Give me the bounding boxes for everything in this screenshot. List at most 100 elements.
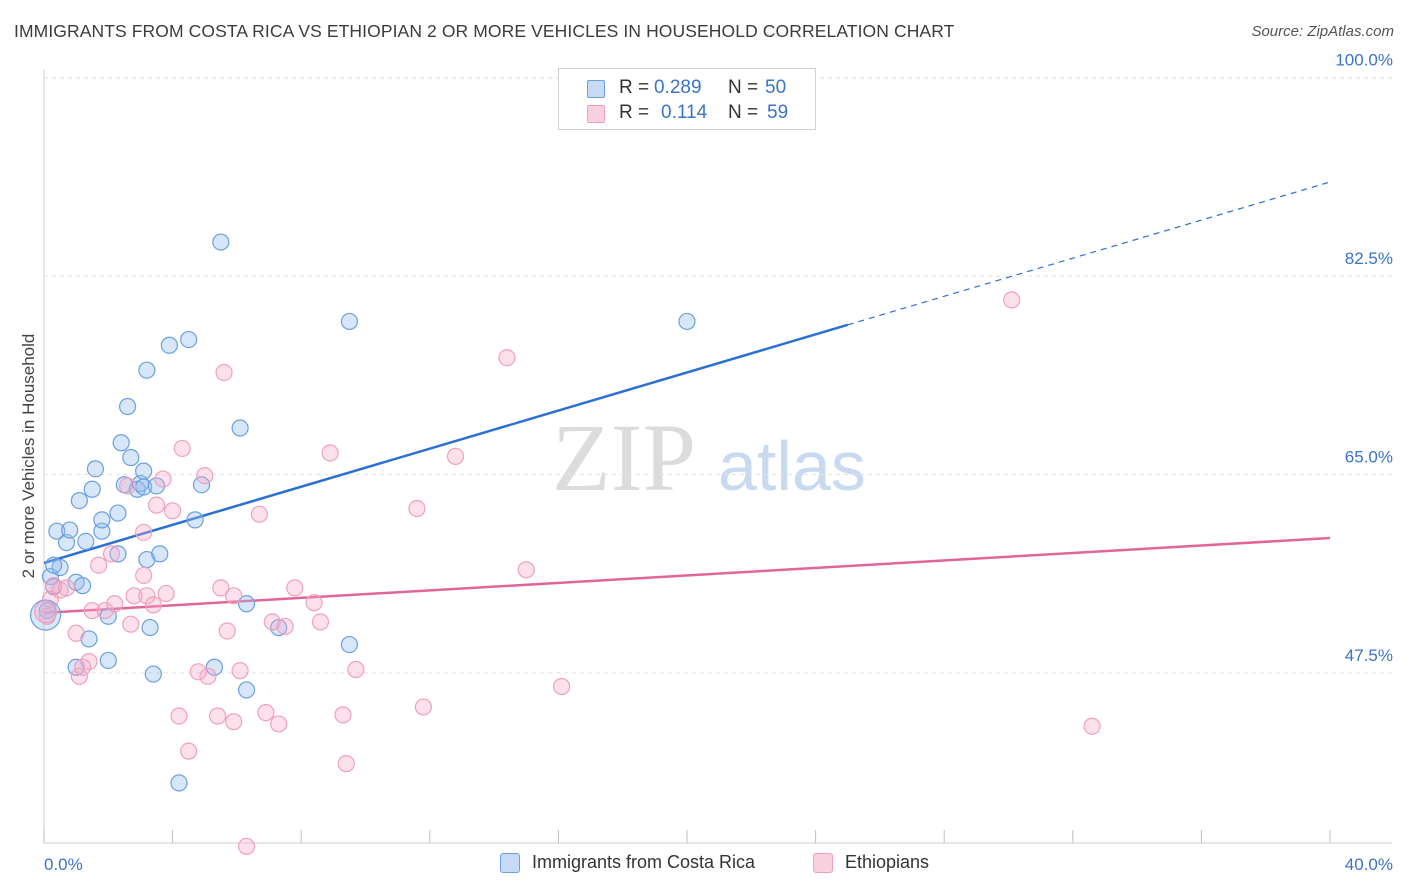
point-ethiopians [498, 349, 516, 367]
point-ethiopians [263, 613, 281, 631]
point-costa-rica [138, 361, 156, 379]
point-ethiopians [321, 444, 339, 462]
point-costa-rica [151, 545, 169, 563]
legend-n-value: 50 [765, 77, 787, 98]
point-costa-rica [160, 336, 178, 354]
bottom-legend-swatch-ethiopians [813, 853, 833, 873]
y-axis-label: 2 or more Vehicles in Household [19, 334, 38, 579]
point-ethiopians [286, 579, 304, 597]
point-costa-rica [38, 601, 56, 620]
point-costa-rica [180, 330, 198, 349]
y-tick-label: 100.0% [1335, 51, 1393, 70]
y-tick-label: 65.0% [1345, 448, 1393, 467]
point-costa-rica [109, 504, 127, 522]
point-ethiopians [83, 601, 101, 620]
point-ethiopians [1083, 717, 1101, 735]
point-ethiopians [311, 613, 330, 631]
point-costa-rica [678, 312, 696, 331]
point-costa-rica [86, 460, 105, 478]
point-costa-rica [340, 312, 359, 331]
point-costa-rica [51, 558, 69, 577]
chart-source: Source: ZipAtlas.com [1251, 23, 1394, 40]
point-ethiopians [225, 713, 243, 731]
legend-n-label: N = [728, 77, 759, 98]
point-ethiopians [408, 499, 426, 518]
point-ethiopians [90, 556, 108, 574]
point-costa-rica [122, 448, 140, 467]
point-ethiopians [164, 502, 182, 520]
legend-n-label: N = [728, 102, 759, 123]
point-ethiopians [337, 755, 355, 773]
point-costa-rica [231, 419, 249, 437]
point-costa-rica [118, 397, 137, 416]
point-costa-rica [237, 595, 256, 613]
point-costa-rica [99, 651, 117, 670]
x-tick-label: 40.0% [1345, 855, 1393, 874]
point-costa-rica [212, 233, 230, 251]
point-ethiopians [225, 587, 243, 605]
point-costa-rica [340, 635, 359, 654]
point-costa-rica [112, 434, 130, 452]
point-ethiopians [154, 470, 172, 488]
point-costa-rica [61, 521, 79, 539]
legend-r-value: 0.114 [661, 102, 708, 123]
bottom-legend-swatch-costa-rica [500, 853, 520, 873]
point-ethiopians [446, 447, 465, 465]
point-costa-rica [83, 480, 101, 498]
point-ethiopians [70, 667, 88, 685]
point-costa-rica [93, 511, 111, 529]
point-ethiopians [212, 579, 230, 597]
point-ethiopians [553, 677, 571, 696]
chart-title: IMMIGRANTS FROM COSTA RICA VS ETHIOPIAN … [14, 21, 955, 41]
point-costa-rica [205, 658, 223, 676]
legend-r-label: R = [619, 77, 650, 98]
point-ethiopians [270, 715, 288, 733]
y-tick-label: 82.5% [1345, 249, 1393, 268]
point-ethiopians [237, 837, 256, 856]
point-ethiopians [218, 622, 236, 640]
trend-line-costa-rica [43, 323, 849, 565]
point-ethiopians [125, 587, 143, 605]
point-ethiopians [231, 662, 249, 680]
point-ethiopians [250, 505, 269, 523]
point-costa-rica [48, 522, 66, 540]
point-ethiopians [173, 439, 191, 458]
trend-line-costa-rica-extension [847, 181, 1331, 326]
point-costa-rica [141, 618, 159, 637]
point-costa-rica [45, 556, 63, 574]
point-costa-rica [109, 545, 127, 563]
point-costa-rica [70, 491, 88, 510]
point-costa-rica [147, 477, 166, 495]
point-ethiopians [122, 615, 140, 633]
point-ethiopians [51, 581, 69, 599]
legend-swatch-costa-rica [587, 80, 605, 98]
point-ethiopians [135, 566, 153, 585]
point-ethiopians [170, 707, 188, 725]
point-ethiopians [347, 660, 365, 679]
point-ethiopians [34, 600, 58, 624]
point-ethiopians [147, 496, 166, 514]
point-ethiopians [138, 587, 156, 605]
point-costa-rica [237, 681, 256, 699]
point-ethiopians [96, 601, 114, 620]
point-ethiopians [199, 667, 217, 685]
legend-r-value: 0.289 [654, 77, 702, 98]
point-costa-rica [73, 577, 92, 595]
point-ethiopians [215, 363, 233, 382]
point-costa-rica [77, 532, 95, 551]
point-ethiopians [189, 663, 207, 681]
x-tick-label: 0.0% [44, 855, 83, 874]
point-ethiopians [67, 624, 85, 642]
legend-r-label: R = [619, 102, 650, 123]
point-ethiopians [180, 742, 198, 760]
point-ethiopians [1003, 291, 1021, 309]
point-ethiopians [144, 596, 162, 614]
point-ethiopians [57, 579, 76, 597]
point-ethiopians [80, 652, 98, 671]
point-costa-rica [192, 476, 211, 494]
point-ethiopians [106, 595, 124, 613]
point-costa-rica [170, 774, 188, 792]
watermark-zip: ZIP [552, 404, 696, 511]
bottom-legend-label-ethiopians: Ethiopians [845, 852, 930, 872]
